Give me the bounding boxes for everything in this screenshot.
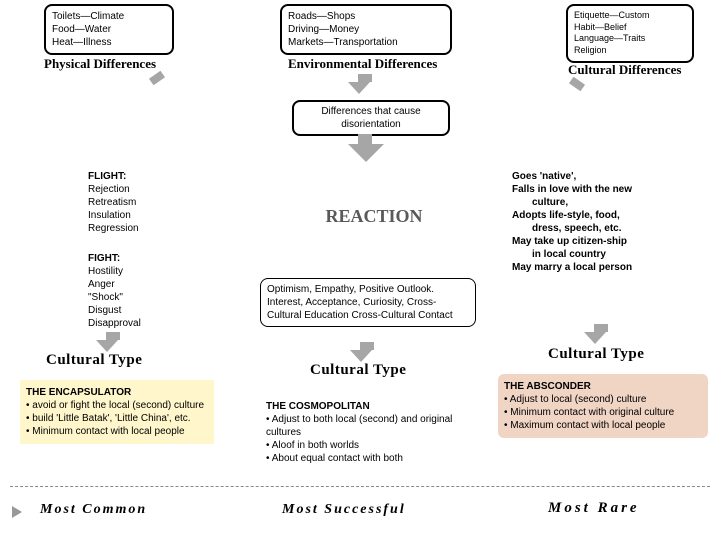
flight-4: Regression — [88, 222, 198, 235]
physical-line1: Toilets—Climate — [52, 10, 166, 23]
disorientation-box: Differences that cause disorientation — [292, 100, 450, 136]
fight-2: Anger — [88, 278, 198, 291]
fight-3: "Shock" — [88, 291, 198, 304]
arrow-stem-right — [569, 77, 585, 92]
flight-2: Retreatism — [88, 196, 198, 209]
cultural-type-right: Cultural Type — [548, 346, 644, 363]
triangle-marker-icon — [12, 506, 22, 518]
cult-line1: Etiquette—Custom — [574, 10, 686, 22]
arrow-head-ct-left — [96, 340, 118, 352]
env-line1: Roads—Shops — [288, 10, 444, 23]
cultural-box: Etiquette—Custom Habit—Belief Language—T… — [566, 4, 694, 63]
gn-4: dress, speech, etc. — [512, 222, 710, 235]
fight-block: FIGHT: Hostility Anger "Shock" Disgust D… — [88, 252, 198, 330]
reaction-block: REACTION — [314, 192, 434, 227]
cultural-heading: Cultural Differences — [568, 62, 681, 78]
env-line3: Markets—Transportation — [288, 36, 444, 49]
env-line2: Driving—Money — [288, 23, 444, 36]
optimism-text: Optimism, Empathy, Positive Outlook. Int… — [267, 284, 453, 321]
arrow-head-reaction — [348, 144, 384, 162]
flight-title: FLIGHT: — [88, 170, 198, 183]
cos-1: Adjust to both local (second) and origin… — [266, 413, 470, 439]
cult-line2: Habit—Belief — [574, 22, 686, 34]
arrow-head-ct-mid — [350, 350, 372, 362]
gn-6: in local country — [512, 248, 710, 261]
cos-2: Aloof in both worlds — [266, 439, 470, 452]
cosmopolitan-box: THE COSMOPOLITAN Adjust to both local (s… — [262, 396, 474, 469]
gn-3: Adopts life-style, food, — [512, 209, 710, 222]
gn-0: Goes 'native', — [512, 170, 710, 183]
encapsulator-title: THE ENCAPSULATOR — [26, 386, 208, 399]
abs-1: Adjust to local (second) culture — [504, 393, 702, 406]
reaction-label: REACTION — [314, 206, 434, 227]
abs-3: Maximum contact with local people — [504, 419, 702, 432]
enc-3: Minimum contact with local people — [26, 425, 208, 438]
absconder-title: THE ABSCONDER — [504, 380, 702, 393]
gn-1: Falls in love with the new — [512, 183, 710, 196]
fight-4: Disgust — [88, 304, 198, 317]
absconder-box: THE ABSCONDER Adjust to local (second) c… — [498, 374, 708, 438]
arrow-head-ct-right — [584, 332, 606, 344]
most-common: Most Common — [40, 502, 147, 518]
environmental-box: Roads—Shops Driving—Money Markets—Transp… — [280, 4, 452, 55]
fight-1: Hostility — [88, 265, 198, 278]
arrow-stem-ct-left — [106, 332, 120, 340]
encapsulator-box: THE ENCAPSULATOR avoid or fight the loca… — [20, 380, 214, 444]
flight-3: Insulation — [88, 209, 198, 222]
disorientation-text: Differences that cause disorientation — [321, 106, 420, 130]
abs-2: Minimum contact with original culture — [504, 406, 702, 419]
enc-2: build 'Little Batak', 'Little China', et… — [26, 412, 208, 425]
most-successful: Most Successful — [282, 502, 406, 518]
gn-7: May marry a local person — [512, 261, 710, 274]
cosmopolitan-title: THE COSMOPOLITAN — [266, 400, 470, 413]
arrow-stem-reaction — [358, 134, 372, 144]
physical-line3: Heat—Illness — [52, 36, 166, 49]
fight-title: FIGHT: — [88, 252, 198, 265]
cultural-type-left: Cultural Type — [46, 352, 142, 369]
cultural-type-mid: Cultural Type — [310, 362, 406, 379]
gn-5: May take up citizen-ship — [512, 235, 710, 248]
environmental-heading: Environmental Differences — [288, 56, 437, 72]
dashed-divider — [10, 486, 710, 487]
gn-2: culture, — [512, 196, 710, 209]
physical-box: Toilets—Climate Food—Water Heat—Illness — [44, 4, 174, 55]
fight-5: Disapproval — [88, 317, 198, 330]
most-rare: Most Rare — [548, 500, 640, 517]
optimism-box: Optimism, Empathy, Positive Outlook. Int… — [260, 278, 476, 327]
physical-line2: Food—Water — [52, 23, 166, 36]
cos-3: About equal contact with both — [266, 452, 470, 465]
flight-block: FLIGHT: Rejection Retreatism Insulation … — [88, 170, 198, 235]
cult-line3: Language—Traits — [574, 33, 686, 45]
arrow-stem-ct-mid — [360, 342, 374, 350]
arrow-head-mid — [348, 82, 370, 94]
enc-1: avoid or fight the local (second) cultur… — [26, 399, 208, 412]
arrow-stem-ct-right — [594, 324, 608, 332]
goes-native-block: Goes 'native', Falls in love with the ne… — [512, 170, 710, 274]
arrow-stem-mid — [358, 74, 372, 82]
physical-heading: Physical Differences — [44, 56, 156, 72]
arrow-stem-left — [149, 71, 165, 86]
cult-line4: Religion — [574, 45, 686, 57]
flight-1: Rejection — [88, 183, 198, 196]
